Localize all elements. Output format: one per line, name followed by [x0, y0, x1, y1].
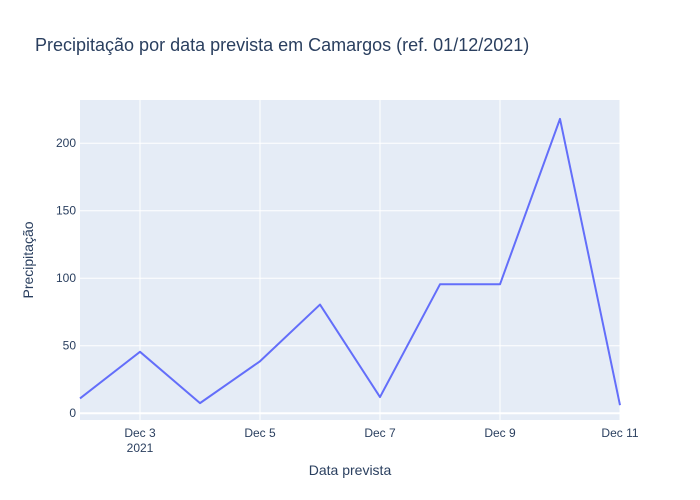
plot-area	[80, 100, 620, 420]
data-point	[439, 283, 441, 285]
y-tick-label: 100	[56, 271, 76, 285]
data-point	[319, 304, 321, 306]
data-point	[259, 360, 261, 362]
series-line	[79, 117, 621, 406]
data-point	[379, 396, 381, 398]
y-tick-label: 50	[63, 339, 77, 353]
x-tick-label: Dec 7	[364, 426, 396, 440]
x-tick-label: Dec 9	[484, 426, 516, 440]
x-gridlines	[139, 100, 621, 420]
x-tick-sublabel: 2021	[127, 441, 154, 455]
y-tick-label: 150	[56, 204, 76, 218]
data-point	[559, 118, 561, 120]
x-tick-label: Dec 3	[124, 426, 156, 440]
y-tick-label: 0	[69, 406, 76, 420]
data-point	[619, 404, 621, 406]
data-point	[499, 283, 501, 285]
series-layer	[79, 117, 621, 406]
y-gridlines	[80, 142, 620, 415]
chart-title: Precipitação por data prevista em Camarg…	[35, 35, 529, 55]
y-tick-labels: 0 50 100 150 200	[56, 136, 76, 420]
x-tick-label: Dec 11	[601, 426, 638, 440]
data-point	[79, 397, 81, 399]
data-point	[199, 402, 201, 404]
x-axis-title: Data prevista	[309, 462, 392, 478]
x-tick-label: Dec 5	[244, 426, 276, 440]
data-point	[139, 351, 141, 353]
y-axis-title: Precipitação	[20, 221, 36, 298]
y-tick-label: 200	[56, 136, 76, 150]
